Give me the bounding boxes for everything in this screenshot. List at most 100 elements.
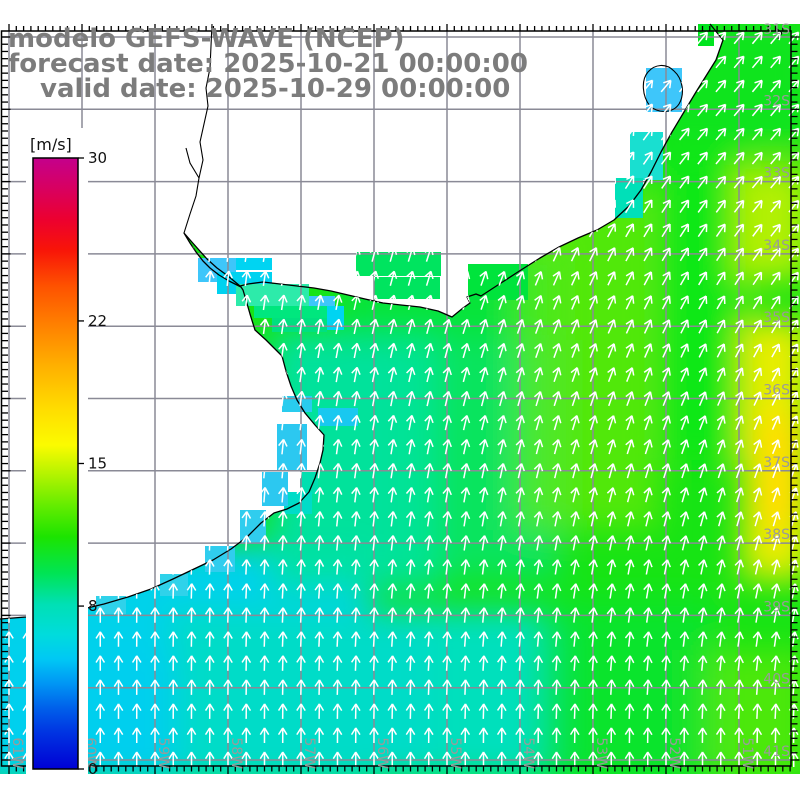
wave-direction-arrow	[771, 439, 781, 455]
wave-direction-arrow	[241, 631, 252, 647]
wave-direction-arrow	[278, 294, 288, 311]
wave-direction-arrow	[259, 342, 270, 359]
wave-direction-arrow	[606, 79, 617, 93]
wave-direction-arrow	[588, 703, 598, 719]
wave-direction-arrow	[314, 727, 325, 743]
wave-direction-arrow	[223, 751, 233, 767]
wave-direction-arrow	[387, 559, 398, 575]
wave-direction-arrow	[424, 583, 434, 599]
wave-direction-arrow	[479, 222, 489, 238]
wave-direction-arrow	[204, 631, 215, 647]
wave-direction-arrow	[442, 559, 452, 575]
wave-direction-arrow	[551, 79, 562, 93]
wave-direction-arrow	[204, 583, 215, 599]
wave-direction-arrow	[424, 607, 434, 623]
wave-direction-arrow	[570, 655, 580, 671]
wave-direction-arrow	[534, 150, 544, 166]
wave-direction-arrow	[150, 751, 160, 767]
wave-direction-arrow	[552, 247, 562, 262]
wave-direction-arrow	[771, 415, 781, 430]
wave-direction-arrow	[131, 631, 142, 647]
wave-direction-arrow	[296, 751, 306, 767]
wave-direction-arrow	[716, 271, 726, 286]
wave-direction-arrow	[752, 727, 763, 743]
wave-direction-arrow	[479, 318, 489, 334]
wave-direction-arrow	[278, 438, 288, 455]
wave-direction-arrow	[442, 679, 452, 695]
wave-direction-arrow	[552, 318, 562, 334]
wave-direction-arrow	[150, 679, 160, 695]
wave-direction-arrow	[95, 198, 106, 214]
wave-direction-arrow	[113, 511, 124, 527]
wave-direction-arrow	[259, 198, 270, 214]
wave-direction-arrow	[405, 463, 416, 479]
wave-direction-arrow	[479, 439, 489, 455]
wave-direction-arrow	[716, 343, 726, 358]
wave-direction-arrow	[186, 222, 197, 238]
wave-direction-arrow	[625, 271, 635, 286]
wave-direction-arrow	[95, 487, 106, 503]
wave-direction-arrow	[369, 631, 379, 647]
wave-direction-arrow	[113, 559, 124, 575]
wave-direction-arrow	[733, 199, 745, 213]
wave-direction-arrow	[424, 270, 434, 286]
wave-direction-arrow	[131, 511, 142, 527]
wave-direction-arrow	[387, 703, 398, 719]
wave-direction-arrow	[168, 559, 179, 575]
wave-direction-arrow	[643, 487, 653, 503]
field-cell	[356, 252, 441, 276]
wave-direction-arrow	[607, 319, 617, 334]
wave-direction-arrow	[333, 222, 343, 238]
wave-direction-arrow	[241, 535, 252, 551]
wave-direction-arrow	[533, 31, 544, 45]
field-cell	[236, 284, 309, 306]
wave-direction-arrow	[241, 703, 252, 719]
wave-direction-arrow	[770, 703, 781, 719]
wave-direction-arrow	[259, 607, 270, 623]
wave-direction-arrow	[698, 295, 708, 310]
wave-direction-arrow	[533, 631, 544, 647]
wave-direction-arrow	[642, 175, 653, 189]
wave-direction-arrow	[661, 727, 671, 743]
wave-direction-arrow	[278, 487, 288, 503]
wave-direction-arrow	[770, 103, 782, 117]
wave-direction-arrow	[678, 55, 690, 69]
wave-direction-arrow	[369, 318, 379, 335]
wave-direction-arrow	[460, 318, 471, 334]
wave-direction-arrow	[95, 222, 106, 238]
wave-direction-arrow	[277, 559, 288, 575]
wave-direction-arrow	[168, 679, 179, 695]
wave-direction-arrow	[332, 366, 343, 383]
wave-direction-arrow	[570, 583, 580, 599]
wave-direction-arrow	[588, 655, 598, 671]
wave-direction-arrow	[223, 270, 233, 287]
wave-direction-arrow	[770, 727, 781, 743]
wave-direction-arrow	[131, 607, 142, 623]
wave-direction-arrow	[259, 655, 270, 671]
wave-direction-arrow	[478, 535, 489, 551]
wave-direction-arrow	[113, 727, 124, 743]
wave-direction-arrow	[478, 655, 489, 671]
wave-direction-arrow	[734, 655, 744, 671]
wave-direction-arrow	[552, 367, 562, 383]
lat-label: 35S	[763, 310, 790, 326]
wave-direction-arrow	[515, 415, 525, 431]
wave-direction-arrow	[569, 679, 580, 695]
wave-direction-arrow	[424, 198, 434, 214]
wave-direction-arrow	[716, 415, 726, 431]
wave-direction-arrow	[423, 751, 434, 767]
wave-direction-arrow	[351, 318, 361, 335]
wave-direction-arrow	[278, 318, 288, 335]
wave-direction-arrow	[570, 535, 580, 551]
wave-direction-arrow	[259, 222, 270, 238]
wave-direction-arrow	[259, 270, 270, 287]
wave-direction-arrow	[734, 703, 744, 719]
wave-direction-arrow	[661, 535, 671, 551]
wave-direction-arrow	[369, 342, 379, 359]
wave-direction-arrow	[423, 703, 434, 719]
wave-direction-arrow	[753, 487, 763, 503]
wave-direction-arrow	[697, 703, 708, 719]
wave-direction-arrow	[716, 247, 726, 262]
wave-direction-arrow	[624, 655, 635, 671]
wave-direction-arrow	[259, 583, 270, 599]
